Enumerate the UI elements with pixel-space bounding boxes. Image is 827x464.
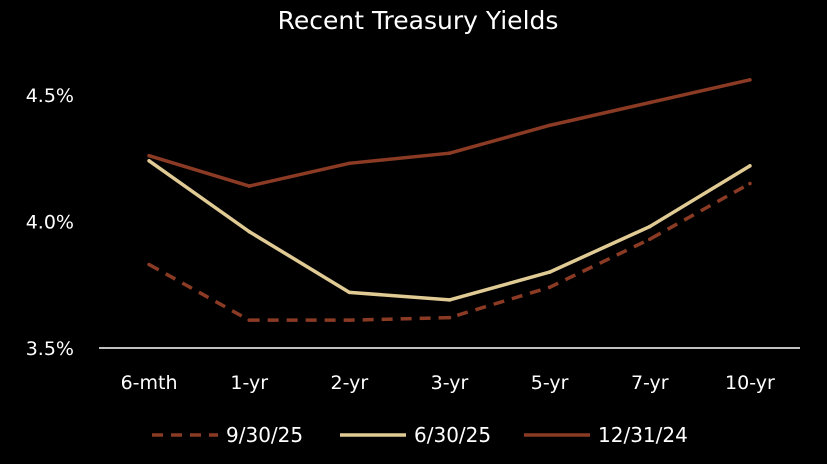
data-point	[547, 285, 552, 290]
data-point	[247, 229, 252, 234]
x-tick-label: 10-yr	[725, 372, 775, 394]
data-point	[647, 237, 652, 242]
data-point	[748, 78, 752, 82]
chart-title: Recent Treasury Yields	[278, 6, 559, 35]
x-tick-label: 7-yr	[631, 372, 669, 394]
legend-label: 9/30/25	[226, 423, 303, 447]
x-tick-label: 1-yr	[230, 372, 268, 394]
legend-label: 6/30/25	[414, 423, 491, 447]
data-point	[447, 298, 452, 302]
series-layer	[147, 78, 752, 322]
data-point	[347, 290, 352, 295]
y-tick-label: 4.0%	[26, 212, 74, 234]
x-tick-label: 6-mth	[121, 372, 178, 394]
data-point	[247, 318, 252, 322]
legend: 9/30/25 6/30/25 12/31/24	[152, 423, 688, 447]
data-point	[547, 270, 552, 274]
y-tick-label: 3.5%	[26, 338, 74, 360]
data-point	[748, 164, 752, 168]
data-point	[347, 161, 352, 166]
data-point	[647, 100, 652, 105]
data-point	[547, 123, 552, 128]
data-point	[347, 318, 352, 322]
data-point	[247, 184, 252, 188]
x-axis-ticks: 6-mth 1-yr 2-yr 3-yr 5-yr 7-yr 10-yr	[121, 372, 775, 394]
data-point	[147, 158, 151, 163]
series-line-3	[148, 78, 751, 188]
data-point	[447, 151, 452, 155]
y-tick-label: 4.5%	[26, 85, 74, 107]
x-tick-label: 5-yr	[531, 372, 569, 394]
legend-label: 12/31/24	[598, 423, 688, 447]
x-tick-label: 3-yr	[431, 372, 469, 394]
data-point	[647, 224, 652, 229]
data-point	[147, 153, 151, 158]
data-point	[147, 262, 151, 267]
x-tick-label: 2-yr	[331, 372, 369, 394]
data-point	[447, 315, 452, 320]
y-axis-ticks: 3.5% 4.0% 4.5%	[26, 85, 74, 360]
data-point	[748, 181, 752, 186]
